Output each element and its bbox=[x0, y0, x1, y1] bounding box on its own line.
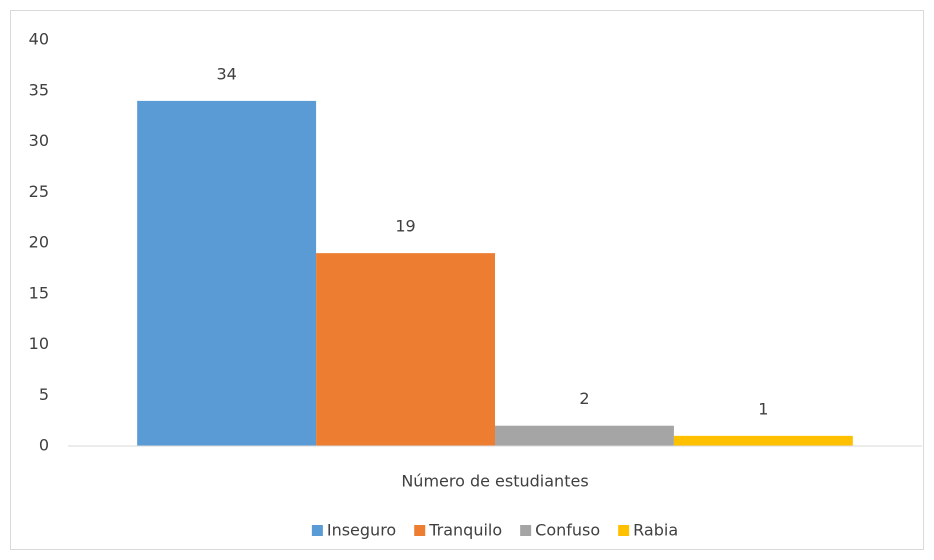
legend-swatch bbox=[520, 525, 532, 536]
y-tick-label: 10 bbox=[29, 334, 49, 353]
legend-label: Confuso bbox=[535, 521, 600, 540]
data-label: 2 bbox=[579, 389, 589, 408]
legend-swatch bbox=[618, 525, 630, 536]
legend-swatch bbox=[311, 525, 323, 536]
legend-label: Rabia bbox=[633, 521, 678, 540]
bar bbox=[495, 425, 674, 446]
y-tick-label: 40 bbox=[29, 30, 49, 49]
y-tick-label: 25 bbox=[29, 182, 49, 201]
legend-label: Tranquilo bbox=[428, 521, 502, 540]
bar bbox=[137, 100, 317, 447]
x-tick-label: Número de estudiantes bbox=[401, 472, 588, 491]
data-label: 1 bbox=[758, 399, 768, 418]
y-tick-label: 20 bbox=[29, 233, 49, 252]
legend-label: Inseguro bbox=[327, 521, 396, 540]
bar bbox=[673, 435, 853, 446]
y-tick-label: 15 bbox=[29, 283, 49, 302]
y-tick-label: 5 bbox=[39, 385, 49, 404]
legend-swatch bbox=[414, 525, 426, 536]
data-label: 34 bbox=[216, 64, 236, 83]
y-tick-label: 30 bbox=[29, 131, 49, 150]
y-tick-label: 35 bbox=[29, 80, 49, 99]
data-label: 19 bbox=[395, 217, 415, 236]
y-tick-label: 0 bbox=[39, 436, 49, 455]
bar bbox=[316, 253, 495, 446]
